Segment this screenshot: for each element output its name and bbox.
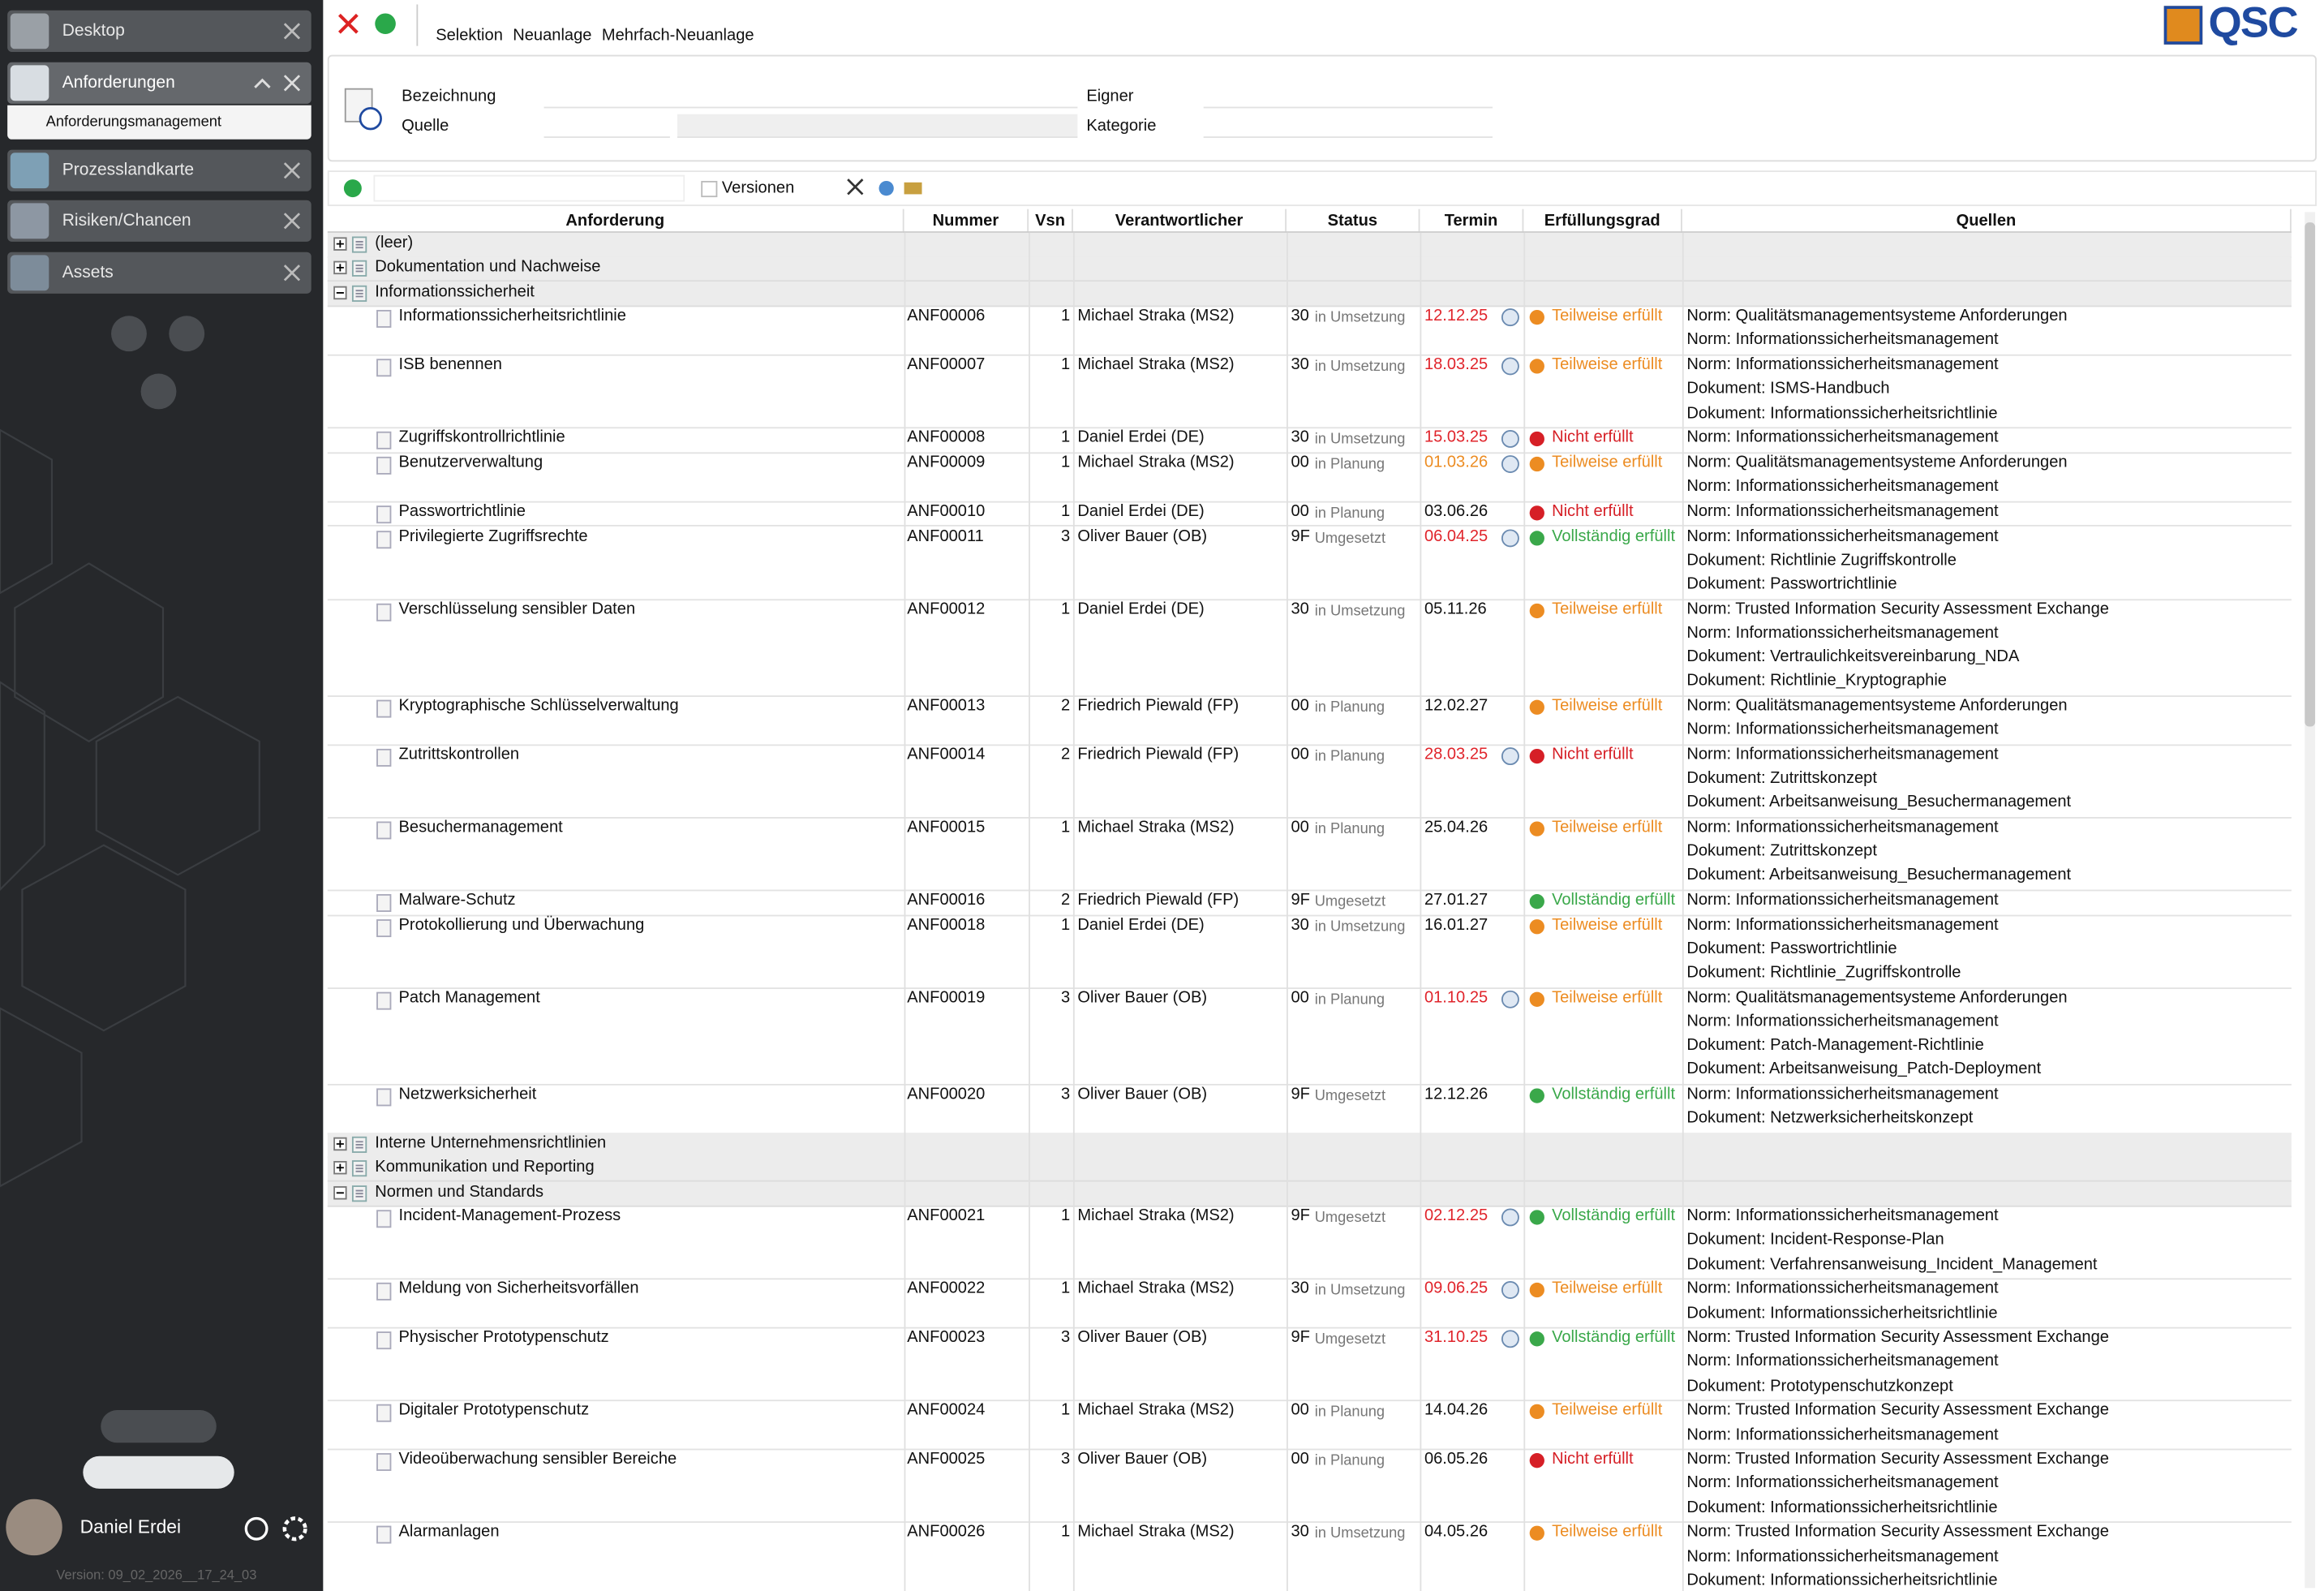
- avatar: [6, 1499, 62, 1556]
- user-name: Daniel Erdei: [79, 1516, 182, 1538]
- hexagon-decor: [0, 428, 260, 1188]
- tab-label: Prozesslandkarte: [62, 161, 195, 180]
- sub-label: Anforderungsmanagement: [45, 114, 222, 131]
- grid-tools[interactable]: [845, 176, 928, 200]
- close[interactable]: [281, 211, 303, 232]
- sidebar: Desktop Anforderungen Anforderungsmanage…: [0, 0, 324, 1591]
- filter-icon: [344, 88, 382, 131]
- separator: [416, 4, 419, 46]
- grid-toolbar: Versionen: [327, 170, 2317, 207]
- tab-icon: [10, 65, 49, 101]
- add-button[interactable]: [111, 316, 147, 352]
- input[interactable]: [543, 84, 1078, 109]
- filter-label: Kategorie: [1086, 117, 1157, 135]
- tab-risiken[interactable]: Risiken/Chancen: [7, 200, 311, 242]
- toolbar-button[interactable]: Neuanlage: [513, 26, 592, 45]
- favorites-bar[interactable]: [83, 1456, 234, 1489]
- close[interactable]: [281, 21, 303, 42]
- tab-icon: [10, 203, 49, 239]
- tab-icon: [10, 255, 49, 291]
- select[interactable]: [1203, 114, 1493, 138]
- version: Version: 09_02_2026__17_24_03: [56, 1567, 257, 1583]
- collapse[interactable]: [252, 73, 273, 94]
- close[interactable]: [281, 262, 303, 283]
- sub-item[interactable]: Anforderungsmanagement: [7, 105, 311, 140]
- toolbar-button[interactable]: Selektion: [436, 26, 503, 45]
- tab-label: Risiken/Chancen: [62, 212, 191, 230]
- tab-assets[interactable]: Assets: [7, 252, 311, 294]
- refresh[interactable]: [342, 178, 363, 199]
- select[interactable]: [543, 114, 670, 138]
- checkbox-label: Versionen: [721, 179, 795, 198]
- filter-label: Eigner: [1086, 87, 1134, 105]
- tab-anforderungen[interactable]: Anforderungen: [7, 62, 311, 104]
- search-input[interactable]: [373, 174, 685, 202]
- logo-mark: [2163, 6, 2203, 45]
- toolbar-icons[interactable]: [337, 12, 410, 39]
- power-settings[interactable]: [243, 1514, 308, 1544]
- input[interactable]: [1203, 84, 1493, 109]
- close[interactable]: [281, 160, 303, 181]
- magic-button[interactable]: [140, 373, 177, 410]
- tab-icon: [10, 13, 49, 49]
- action-bar[interactable]: [101, 1410, 217, 1443]
- main: Selektion Neuanlage Mehrfach-Neuanlage Q…: [324, 0, 2324, 1591]
- filter-label: Bezeichnung: [402, 87, 496, 105]
- tab-label: Assets: [62, 264, 114, 282]
- close[interactable]: [281, 73, 303, 94]
- input[interactable]: [677, 114, 1078, 138]
- tab-prozess[interactable]: Prozesslandkarte: [7, 149, 311, 191]
- checkbox[interactable]: [701, 180, 718, 198]
- filter-panel: Bezeichnung Quelle Eigner Kategorie: [327, 54, 2317, 162]
- tab-label: Anforderungen: [62, 74, 175, 92]
- back-button[interactable]: [169, 316, 205, 352]
- logo: QSC: [2208, 0, 2299, 48]
- tab-label: Desktop: [62, 22, 125, 41]
- toolbar-button[interactable]: Mehrfach-Neuanlage: [601, 26, 754, 45]
- tab-icon: [10, 153, 49, 189]
- scroll-thumb[interactable]: [2305, 222, 2316, 727]
- tab-desktop[interactable]: Desktop: [7, 10, 311, 52]
- filter-label: Quelle: [402, 117, 449, 135]
